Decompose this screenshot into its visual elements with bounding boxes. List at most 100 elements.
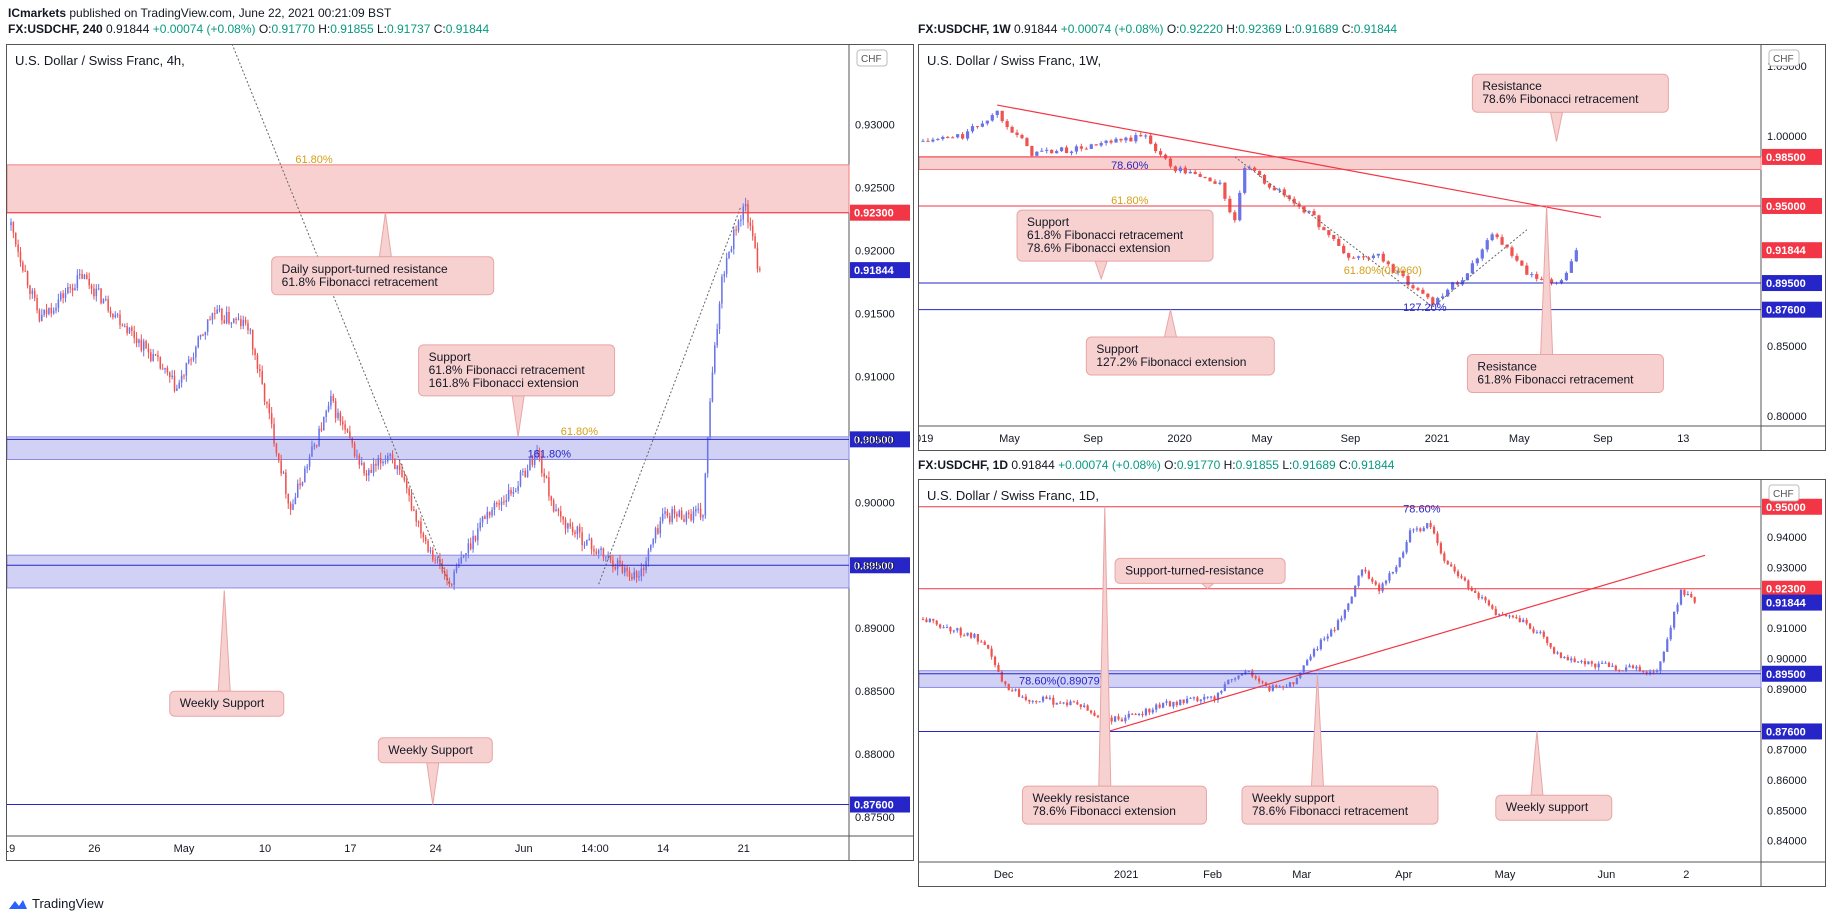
candle-body	[1391, 571, 1395, 574]
price-tick-label: 0.87000	[1767, 745, 1807, 757]
last-price: 0.91844	[106, 22, 150, 36]
candle-body	[621, 563, 624, 573]
callout-text: Weekly Support	[180, 696, 265, 710]
candle-body	[966, 632, 969, 636]
candle-body	[704, 473, 707, 516]
low-value: 0.91689	[1292, 458, 1336, 472]
candle-body	[1220, 690, 1223, 694]
callout-text: Daily support-turned resistance	[282, 262, 448, 276]
candle-body	[1052, 697, 1055, 705]
candle-body	[664, 511, 666, 514]
candle-body	[1271, 685, 1274, 691]
candle-body	[1494, 608, 1497, 615]
candle-body	[1017, 689, 1021, 697]
candles	[921, 520, 1696, 725]
candle-body	[931, 139, 935, 142]
candle-body	[1666, 639, 1669, 652]
price-tick-label: 0.91500	[855, 308, 895, 320]
time-tick-label: 21	[738, 843, 750, 855]
candle-body	[588, 538, 590, 540]
candle-body	[1030, 146, 1034, 156]
candle-body	[1566, 656, 1569, 661]
candle-body	[1649, 671, 1652, 673]
candle-body	[1477, 592, 1480, 599]
candle-body	[1408, 530, 1412, 543]
candle-body	[114, 314, 117, 318]
candle-body	[349, 431, 351, 439]
price-tick-label: 0.85000	[1767, 805, 1807, 817]
candle-body	[659, 521, 662, 534]
candle-body	[723, 273, 726, 277]
candle-body	[126, 326, 128, 334]
currency-badge-label: CHF	[1773, 54, 1794, 65]
chart-1w[interactable]: U.S. Dollar / Swiss Franc, 1W, 0.98500 0.…	[918, 44, 1826, 451]
candle-body	[356, 455, 358, 457]
candle-body	[1485, 240, 1489, 250]
publish-info: published on TradingView.com, June 22, 2…	[69, 6, 392, 20]
candle-body	[22, 262, 24, 271]
fib-trend-dotted	[1432, 229, 1528, 308]
candle-body	[1535, 274, 1539, 279]
candle-body	[398, 465, 401, 470]
callout-text: 61.8% Fibonacci retracement	[282, 275, 439, 289]
price-label: 0.87600	[854, 800, 894, 812]
price-tick-label: 1.05000	[1767, 61, 1807, 73]
candle-body	[1288, 682, 1292, 687]
candle-body	[1443, 553, 1446, 561]
candle-body	[1014, 689, 1017, 691]
candle-body	[1216, 693, 1220, 701]
candle-body	[1203, 696, 1206, 700]
candle-body	[740, 219, 742, 221]
candle-body	[152, 354, 154, 361]
candle-body	[401, 469, 403, 477]
candle-body	[1357, 575, 1360, 586]
candle-body	[339, 412, 342, 422]
time-tick-label: 17	[344, 843, 356, 855]
candle-body	[434, 559, 436, 561]
candle-body	[285, 472, 287, 494]
fib-level-label: 61.80%(0.9060)	[1344, 265, 1422, 277]
candle-body	[325, 410, 327, 418]
price-label-bg	[1762, 301, 1822, 318]
candle-body	[287, 493, 290, 504]
candle-body	[1182, 699, 1185, 703]
candle-body	[716, 329, 718, 346]
candle-body	[1213, 181, 1217, 184]
candle-body	[1371, 578, 1374, 582]
candle-body	[1559, 280, 1564, 283]
candle-body	[640, 568, 643, 577]
candle-body	[928, 618, 931, 623]
candle-body	[81, 274, 83, 279]
candle-body	[1327, 230, 1331, 236]
fib-level-label: 161.80%	[528, 448, 572, 460]
candle-body	[1238, 192, 1242, 221]
candle-body	[83, 274, 86, 279]
candle-body	[1141, 713, 1144, 716]
tradingview-footer[interactable]: TradingView	[8, 896, 104, 911]
candle-body	[55, 307, 57, 311]
candle-body	[1254, 676, 1257, 679]
candle-body	[1025, 138, 1029, 147]
candle-body	[1518, 618, 1521, 623]
chart-4h[interactable]: U.S. Dollar / Swiss Franc, 4h, 0.92300 0.…	[6, 44, 914, 861]
candle-body	[1248, 167, 1252, 169]
candle-body	[1149, 135, 1153, 144]
price-tick-label: 0.86000	[1767, 775, 1807, 787]
price-label-bg	[1762, 723, 1822, 740]
candle-body	[289, 503, 292, 510]
chart-1d[interactable]: U.S. Dollar / Swiss Franc, 1D, 0.95000 0.…	[918, 479, 1826, 887]
candle-body	[1223, 182, 1227, 199]
candle-body	[353, 443, 356, 456]
chart-4h-svg: 0.92300 0.90500 0.89500 0.87600 0.91844 0.930…	[7, 45, 913, 860]
time-tick-label: Mar	[1292, 869, 1311, 881]
candle-body	[571, 526, 574, 533]
candle-body	[275, 443, 278, 454]
candle-body	[247, 323, 249, 330]
candle-body	[109, 310, 112, 314]
candle-body	[1024, 696, 1028, 700]
candle-body	[1041, 696, 1045, 702]
candle-body	[1456, 571, 1460, 577]
callout-pointer	[511, 395, 525, 437]
candle-body	[1237, 675, 1240, 679]
candle-body	[1475, 258, 1479, 264]
